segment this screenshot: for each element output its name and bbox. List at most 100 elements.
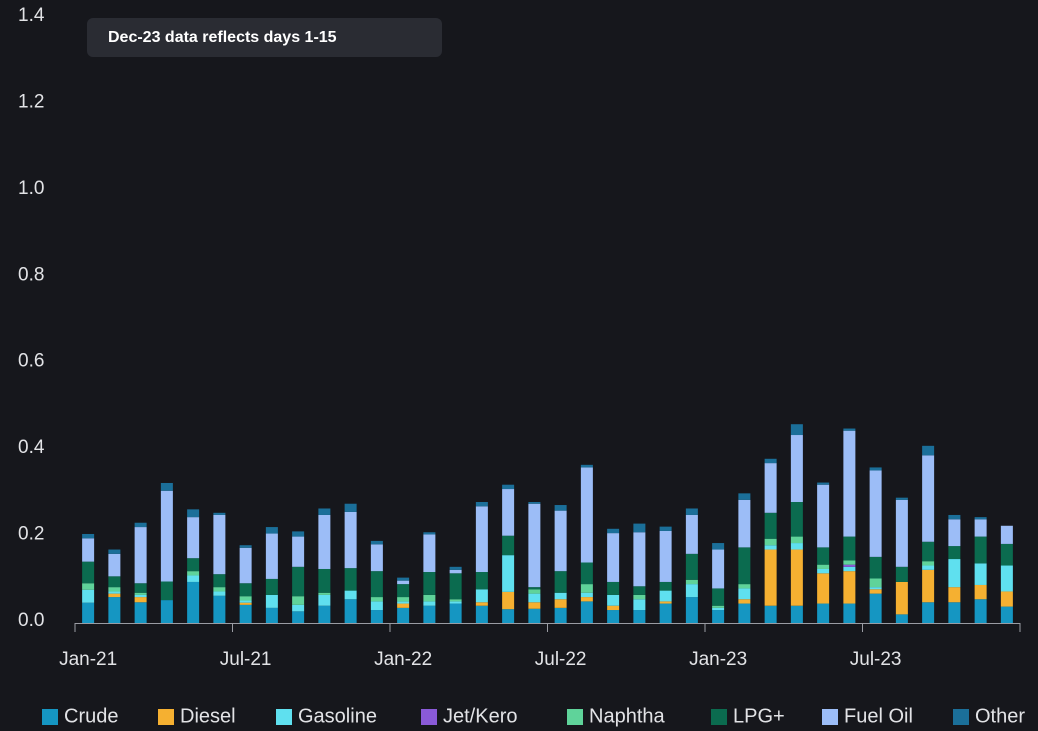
bar-segment [843,564,856,567]
bar-segment [502,535,515,556]
bar-segment [370,571,383,598]
bar-segment [292,566,305,597]
bar-segment [475,506,488,573]
bar-segment [843,571,856,604]
bar-segment [712,588,725,606]
bar-segment [685,579,698,585]
bar-segment [764,605,777,623]
legend-label: Crude [64,705,118,727]
legend-swatch [953,709,969,725]
bar-segment [659,581,672,591]
bar-segment [554,599,567,608]
bar-segment [213,574,226,588]
bar-segment [817,547,830,565]
bar-segment [423,534,436,573]
bar-segment [397,584,410,598]
bar-segment [712,610,725,623]
bar-segment [869,470,882,557]
bar-segment [397,603,410,608]
bar-segment [134,527,147,584]
legend-swatch [42,709,58,725]
bar-segment [475,502,488,507]
bar-segment [265,533,278,579]
bar-segment [764,512,777,539]
bar-segment [738,588,751,600]
bar-segment [869,556,882,579]
bar-segment [685,514,698,554]
bar-segment [344,503,357,512]
bar-segment [108,593,121,598]
bar-segment [1000,591,1013,607]
legend-swatch [421,709,437,725]
bar-segment [974,536,987,564]
bar-segment [239,545,252,548]
bar-segment [318,592,331,595]
bar-segment [1000,543,1013,566]
bar-segment [108,549,121,554]
bar-segment [869,589,882,594]
bar-segment [134,597,147,603]
bar-segment [239,547,252,584]
bar-segment [187,571,200,576]
bar-segment [764,549,777,606]
bar-segment [738,603,751,623]
bar-segment [895,499,908,567]
bar-segment [502,555,515,592]
bar-segment [239,583,252,597]
bar-segment [502,591,515,610]
bar-segment [528,602,541,609]
bar-segment [318,605,331,623]
bar-segment [554,607,567,623]
bar-segment [318,508,331,515]
bar-segment [213,514,226,575]
bar-segment [502,489,515,536]
bar-segment [160,581,173,601]
bar-segment [292,611,305,623]
bar-segment [869,578,882,588]
y-tick-label: 0.6 [18,351,44,372]
legend-label: Other [975,705,1025,727]
bar-segment [397,607,410,623]
bar-segment [790,605,803,623]
bar-segment [790,435,803,502]
bar-segment [397,597,410,602]
bar-segment [712,543,725,550]
bar-segment [895,614,908,623]
bar-segment [817,603,830,623]
y-tick-label: 1.2 [18,91,44,112]
bar-segment [974,517,987,520]
bar-segment [187,558,200,572]
bar-segment [817,564,830,569]
bar-segment [659,603,672,623]
bar-segment [213,591,226,596]
bar-segment [817,568,830,574]
bar-segment [265,527,278,534]
bar-segment [554,571,567,593]
x-tick-label: Jul-23 [850,649,902,670]
bar-segment [213,587,226,592]
bar-segment [843,428,856,431]
bar-segment [344,590,357,600]
annotation-box [87,18,442,57]
legend-swatch [158,709,174,725]
bar-segment [790,549,803,606]
bar-segment [685,584,698,598]
y-tick-label: 1.0 [18,178,44,199]
bar-segment [134,602,147,623]
bar-segment [817,484,830,548]
legend-label: Diesel [180,705,236,727]
x-tick-label: Jul-22 [535,649,587,670]
bar-segment [370,601,383,611]
bar-segment [580,464,593,468]
bar-segment [869,467,882,471]
bar-segment [580,562,593,585]
bar-segment [134,594,147,598]
bar-segment [318,568,331,593]
bar-segment [370,540,383,545]
bar-segment [580,601,593,623]
bar-segment [239,600,252,603]
bar-segment [239,602,252,605]
bar-segment [475,572,488,590]
bar-segment [869,593,882,623]
